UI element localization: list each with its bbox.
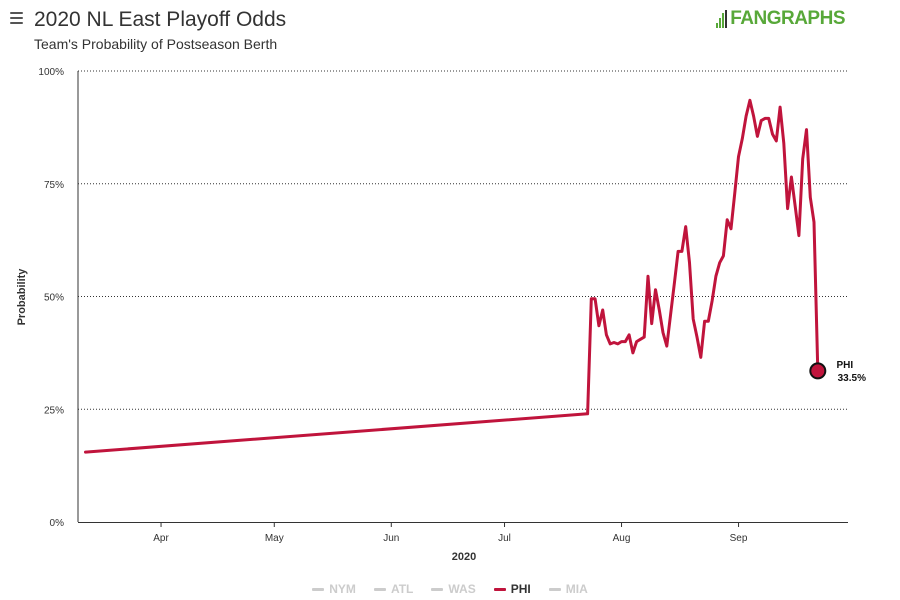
legend-swatch (312, 587, 325, 591)
y-tick-labels: 0% 25% 50% 75% 100% (38, 67, 64, 529)
y-tick-label: 50% (44, 293, 64, 304)
x-axis-label: 2020 (452, 551, 476, 563)
legend-label: ATL (390, 582, 414, 596)
legend-label: PHI (510, 582, 531, 596)
axes (77, 71, 848, 523)
logo-bars-icon (716, 10, 728, 28)
legend-swatch (493, 587, 506, 591)
legend-item-atl[interactable]: ATL (373, 582, 414, 596)
x-tick-label: Jul (498, 533, 511, 544)
series-line-phi (84, 98, 820, 454)
y-tick-label: 25% (44, 405, 64, 416)
y-tick-label: 0% (50, 518, 65, 529)
legend-item-nym[interactable]: NYM (312, 582, 356, 596)
legend-swatch (431, 587, 444, 591)
end-point-marker (809, 362, 827, 380)
end-label-value: 33.5% (838, 373, 866, 384)
menu-icon[interactable] (10, 12, 23, 24)
x-tick-label: Apr (153, 533, 169, 544)
fangraphs-logo[interactable]: FANGRAPHS (716, 8, 846, 30)
legend-label: NYM (329, 582, 356, 596)
x-tick-label: Jun (383, 533, 399, 544)
series-group: PHI 33.5% (84, 98, 866, 454)
x-tick-label: May (265, 533, 284, 544)
legend-item-was[interactable]: WAS (431, 582, 476, 596)
legend-label: WAS (448, 582, 476, 596)
x-tick-labels: Apr May Jun Jul Aug Sep (153, 522, 748, 544)
logo-text: FANGRAPHS (730, 8, 845, 29)
x-tick-label: Aug (613, 533, 631, 544)
legend: NYM ATL WAS PHI MIA (0, 582, 900, 596)
legend-swatch (548, 587, 561, 591)
chart-title: 2020 NL East Playoff Odds (34, 8, 287, 31)
legend-item-mia[interactable]: MIA (548, 582, 588, 596)
legend-item-phi[interactable]: PHI (493, 582, 531, 596)
y-tick-label: 75% (44, 180, 64, 191)
x-tick-label: Sep (730, 533, 748, 544)
y-tick-label: 100% (38, 67, 64, 78)
y-axis-label: Probability (16, 268, 28, 326)
chart-subtitle: Team's Probability of Postseason Berth (34, 36, 278, 52)
grid-lines (78, 70, 848, 410)
end-label-team: PHI (836, 360, 853, 371)
legend-label: MIA (565, 582, 588, 596)
legend-swatch (373, 587, 386, 591)
